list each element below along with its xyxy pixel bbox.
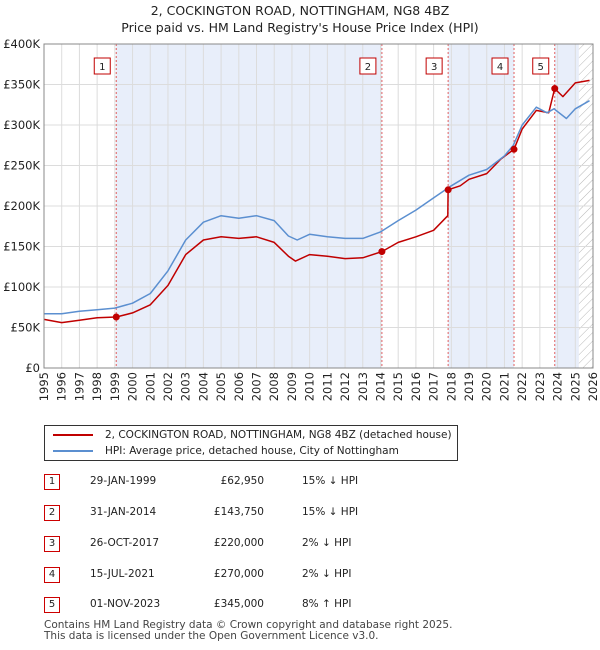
property-series-line — [43, 79, 590, 324]
x-tick-label: 2018 — [444, 372, 458, 401]
x-tick-label: 2017 — [427, 372, 441, 401]
row-price: £220,000 — [213, 537, 264, 549]
x-tick-label: 2012 — [338, 372, 352, 401]
row-hpi: 8% ↑ HPI — [302, 598, 352, 610]
row-hpi: 15% ↓ HPI — [302, 475, 359, 487]
x-tick-label: 2020 — [480, 372, 494, 401]
row-price: £62,950 — [220, 475, 264, 487]
row-date: 31-JAN-2014 — [90, 506, 157, 518]
hpi-series-line — [44, 100, 590, 315]
transaction-point — [510, 145, 518, 153]
transaction-box-label: 2 — [365, 62, 371, 73]
legend-label-hpi: HPI: Average price, detached house, City… — [105, 445, 399, 457]
chart-title: 2, COCKINGTON ROAD, NOTTINGHAM, NG8 4BZ … — [0, 2, 600, 36]
y-tick-label: £50K — [11, 321, 41, 335]
transaction-point — [551, 85, 559, 93]
x-tick-label: 1999 — [108, 372, 122, 401]
x-tick-label: 2016 — [409, 372, 423, 401]
row-date: 01-NOV-2023 — [90, 598, 161, 610]
y-tick-label: £0 — [25, 361, 40, 375]
row-number: 5 — [44, 597, 60, 613]
transaction-box — [491, 57, 509, 75]
x-tick-label: 2010 — [303, 372, 317, 401]
footer-licence: This data is licensed under the Open Gov… — [44, 630, 379, 642]
footer: Contains HM Land Registry data © Crown c… — [44, 620, 452, 642]
transaction-box — [93, 57, 111, 75]
x-tick-label: 2014 — [373, 372, 387, 401]
legend-swatch-property — [53, 434, 93, 436]
title-line-1: 2, COCKINGTON ROAD, NOTTINGHAM, NG8 4BZ — [150, 3, 450, 18]
x-tick-label: 2009 — [285, 372, 299, 401]
plot-frame — [43, 43, 594, 369]
transaction-box-label: 3 — [431, 62, 437, 73]
legend-item-hpi: HPI: Average price, detached house, City… — [53, 443, 399, 459]
y-tick-label: £350K — [3, 78, 40, 92]
x-tick-label: 1997 — [72, 372, 86, 401]
table-row: 1 29-JAN-1999 £62,950 15% ↓ HPI — [44, 474, 444, 490]
x-tick-label: 2001 — [143, 372, 157, 401]
x-tick-label: 1996 — [55, 372, 69, 401]
row-number: 3 — [44, 536, 60, 552]
x-tick-label: 1998 — [90, 372, 104, 401]
table-row: 3 26-OCT-2017 £220,000 2% ↓ HPI — [44, 536, 444, 552]
x-tick-label: 2019 — [462, 372, 476, 401]
row-date: 26-OCT-2017 — [90, 537, 159, 549]
transaction-point — [378, 248, 386, 256]
x-tick-label: 2013 — [356, 372, 370, 401]
y-tick-label: £150K — [3, 240, 40, 254]
x-tick-label: 2007 — [250, 372, 264, 401]
x-tick-label: 2003 — [179, 372, 193, 401]
row-hpi: 15% ↓ HPI — [302, 506, 359, 518]
x-tick-label: 2015 — [391, 372, 405, 401]
transaction-point — [112, 313, 120, 321]
x-tick-label: 2011 — [320, 372, 334, 401]
transaction-box — [359, 57, 377, 75]
x-tick-label: 2002 — [161, 372, 175, 401]
table-row: 4 15-JUL-2021 £270,000 2% ↓ HPI — [44, 567, 444, 583]
legend-label-property: 2, COCKINGTON ROAD, NOTTINGHAM, NG8 4BZ … — [105, 429, 452, 441]
x-tick-label: 2023 — [533, 372, 547, 401]
y-tick-label: £250K — [3, 159, 40, 173]
title-line-2: Price paid vs. HM Land Registry's House … — [121, 20, 479, 35]
row-hpi: 2% ↓ HPI — [302, 568, 352, 580]
transaction-box-label: 1 — [99, 62, 105, 73]
y-tick-label: £400K — [3, 37, 40, 51]
x-tick-label: 2025 — [568, 372, 582, 401]
y-tick-label: £100K — [3, 280, 40, 294]
row-number: 2 — [44, 505, 60, 521]
table-row: 5 01-NOV-2023 £345,000 8% ↑ HPI — [44, 597, 444, 613]
x-tick-label: 2008 — [267, 372, 281, 401]
table-row: 2 31-JAN-2014 £143,750 15% ↓ HPI — [44, 505, 444, 521]
price-chart: 1 2 3 4 5 £0 £50K £100K £150K £200K £250K £300K £35… — [3, 37, 600, 401]
transaction-box — [425, 57, 443, 75]
row-date: 29-JAN-1999 — [90, 475, 157, 487]
row-date: 15-JUL-2021 — [90, 568, 155, 580]
x-tick-label: 2024 — [551, 372, 565, 401]
row-number: 4 — [44, 567, 60, 583]
row-price: £143,750 — [213, 506, 264, 518]
row-hpi: 2% ↓ HPI — [302, 537, 352, 549]
row-price: £270,000 — [213, 568, 264, 580]
x-tick-label: 2022 — [515, 372, 529, 401]
y-tick-label: £200K — [3, 199, 40, 213]
row-price: £345,000 — [213, 598, 264, 610]
transaction-point — [444, 186, 452, 194]
x-tick-label: 1995 — [37, 372, 51, 401]
row-number: 1 — [44, 474, 60, 490]
x-tick-label: 2005 — [214, 372, 228, 401]
footer-copyright: Contains HM Land Registry data © Crown c… — [44, 619, 453, 631]
transaction-box-label: 4 — [497, 62, 503, 73]
x-tick-label: 2000 — [126, 372, 140, 401]
x-tick-label: 2006 — [232, 372, 246, 401]
legend-item-property: 2, COCKINGTON ROAD, NOTTINGHAM, NG8 4BZ … — [53, 427, 452, 443]
transaction-box — [532, 57, 550, 75]
transaction-box-label: 5 — [538, 62, 544, 73]
x-tick-label: 2004 — [196, 372, 210, 401]
legend: 2, COCKINGTON ROAD, NOTTINGHAM, NG8 4BZ … — [44, 425, 458, 461]
y-tick-label: £300K — [3, 118, 40, 132]
legend-swatch-hpi — [53, 450, 93, 452]
x-tick-label: 2026 — [586, 372, 600, 401]
x-tick-label: 2021 — [497, 372, 511, 401]
